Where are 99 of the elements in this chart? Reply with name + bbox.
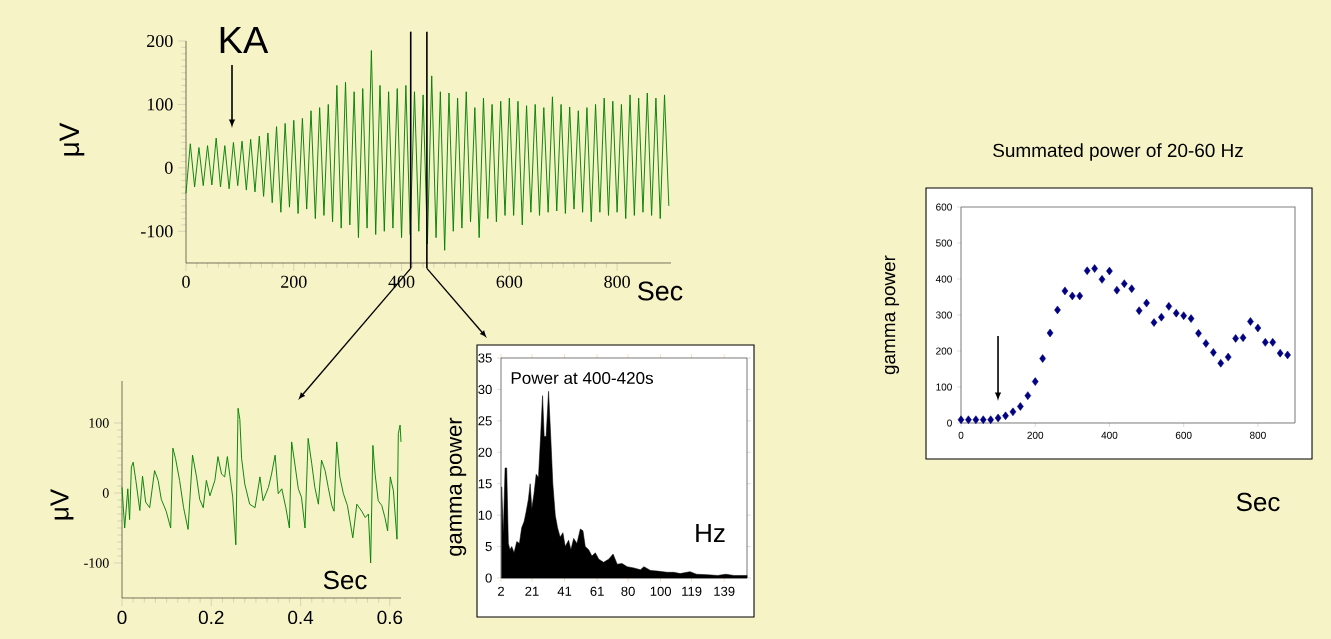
- point: [1180, 311, 1187, 320]
- point: [1165, 302, 1173, 311]
- y-tick-label: 0: [102, 488, 109, 498]
- point: [1061, 286, 1069, 296]
- point: [1017, 402, 1024, 411]
- point: [1121, 279, 1128, 288]
- point: [1202, 339, 1210, 348]
- x-axis-title: Sec: [637, 281, 683, 301]
- point: [957, 415, 965, 425]
- y-tick-label: 200: [936, 347, 952, 355]
- y-tick-label: 100: [89, 418, 109, 428]
- point: [1224, 352, 1232, 362]
- point: [1232, 334, 1239, 343]
- y-tick-label: 5: [485, 542, 492, 552]
- y-tick-label: 10: [478, 510, 492, 520]
- x-tick-label: 21: [525, 586, 539, 596]
- point: [1158, 312, 1165, 322]
- x-tick-label: 0.2: [198, 610, 224, 625]
- x-tick-label: 61: [590, 586, 604, 596]
- point: [1284, 350, 1291, 360]
- x-tick-label: 400: [1101, 431, 1118, 439]
- x-tick-label: 139: [714, 586, 735, 596]
- x-tick-label: 2: [498, 586, 504, 596]
- point: [1009, 407, 1017, 417]
- y-tick-label: 600: [936, 203, 952, 211]
- x-tick-label: 600: [496, 275, 523, 288]
- x-axis-title: Sec: [1236, 492, 1280, 512]
- y-tick-label: 15: [478, 479, 492, 489]
- line-series: [121, 407, 402, 564]
- x-tick-label: 100: [650, 586, 672, 596]
- point: [1031, 377, 1039, 386]
- x-tick-label: 0: [182, 275, 190, 288]
- x-tick-label: 80: [621, 586, 635, 596]
- x-tick-label: 0.4: [288, 610, 314, 625]
- y-tick-label: -100: [84, 558, 109, 568]
- point: [1054, 305, 1061, 315]
- y-tick-label: 30: [478, 384, 492, 395]
- x-axis-title: Sec: [323, 570, 367, 590]
- chart-title: Summated power of 20-60 Hz: [993, 143, 1243, 161]
- x-tick-label: 800: [604, 275, 630, 288]
- y-tick-label: 20: [478, 447, 492, 457]
- point: [1210, 348, 1217, 357]
- x-axis-title: Hz: [696, 524, 725, 542]
- point: [994, 413, 1002, 423]
- point: [987, 415, 994, 425]
- point: [1128, 284, 1135, 293]
- point: [1091, 264, 1098, 273]
- x-tick-label: 800: [1249, 431, 1266, 439]
- annotation: KA: [220, 26, 269, 54]
- point: [1039, 354, 1046, 363]
- point: [1254, 323, 1262, 333]
- y-tick-label: 0: [164, 161, 173, 174]
- x-tick-label: 0: [958, 431, 964, 439]
- point: [1276, 348, 1284, 358]
- point: [1143, 298, 1150, 308]
- x-tick-label: 0: [117, 610, 127, 625]
- x-tick-label: 600: [1175, 431, 1192, 439]
- point: [1113, 285, 1121, 295]
- y-tick-label: 100: [147, 98, 173, 111]
- point: [980, 415, 987, 425]
- y-tick-label: 0: [485, 573, 492, 583]
- y-tick-label: 35: [478, 353, 492, 363]
- text: Power at 400-420s: [511, 371, 653, 385]
- x-tick-label: 41: [557, 586, 572, 596]
- x-tick-label: 200: [281, 275, 307, 288]
- point: [1239, 333, 1247, 342]
- point: [1106, 266, 1113, 276]
- point: [1098, 275, 1106, 284]
- point: [972, 415, 980, 425]
- y-axis-title: μV: [59, 122, 85, 156]
- point: [1269, 338, 1276, 347]
- point: [1262, 338, 1269, 347]
- point: [1002, 411, 1009, 421]
- point: [1076, 291, 1084, 301]
- y-tick-label: 100: [936, 383, 952, 391]
- y-tick-label: 200: [147, 34, 173, 48]
- point: [1172, 308, 1180, 318]
- x-tick-label: 200: [1027, 431, 1044, 439]
- y-tick-label: 0: [947, 419, 952, 427]
- y-axis-title: gamma power: [884, 255, 900, 375]
- point: [1069, 291, 1076, 301]
- x-tick-label: 0.6: [377, 610, 403, 625]
- point: [1083, 266, 1091, 275]
- point: [1187, 314, 1195, 323]
- point: [1247, 317, 1254, 326]
- y-axis-title: gamma power: [449, 417, 467, 556]
- point: [1217, 358, 1225, 368]
- y-tick-label: 25: [478, 416, 492, 426]
- y-tick-label: -100: [140, 225, 173, 238]
- x-tick-label: 119: [682, 586, 702, 596]
- point: [1195, 329, 1202, 338]
- point: [965, 415, 972, 425]
- y-tick-label: 500: [936, 239, 952, 247]
- point: [1024, 391, 1032, 400]
- y-tick-label: 300: [935, 311, 952, 319]
- point: [1046, 328, 1054, 338]
- y-axis-title: μV: [50, 488, 74, 520]
- point: [1135, 306, 1143, 315]
- point: [1150, 318, 1158, 327]
